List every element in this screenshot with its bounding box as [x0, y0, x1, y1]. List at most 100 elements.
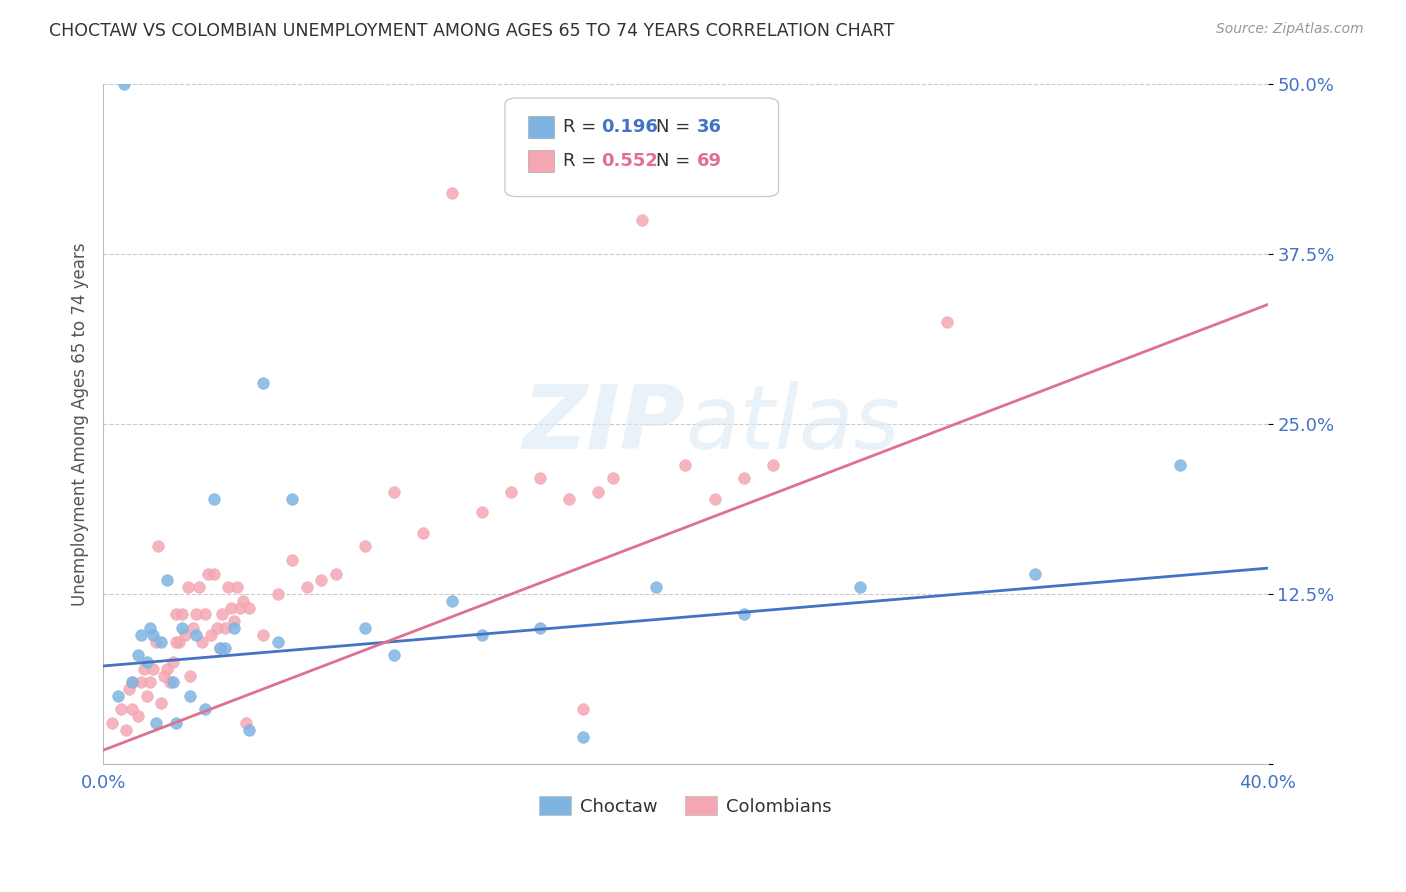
- Point: [101, 716, 124, 731]
- Point: [121, 675, 143, 690]
- Text: CHOCTAW VS COLOMBIAN UNEMPLOYMENT AMONG AGES 65 TO 74 YEARS CORRELATION CHART: CHOCTAW VS COLOMBIAN UNEMPLOYMENT AMONG …: [49, 22, 894, 40]
- Point: [156, 662, 179, 676]
- Point: [202, 566, 225, 581]
- Point: [267, 634, 290, 648]
- Point: [499, 485, 522, 500]
- Point: [412, 525, 434, 540]
- FancyBboxPatch shape: [529, 116, 554, 138]
- Point: [127, 709, 149, 723]
- Point: [112, 78, 135, 92]
- Point: [572, 730, 595, 744]
- Point: [733, 471, 755, 485]
- Text: 0.196: 0.196: [602, 119, 658, 136]
- Point: [118, 682, 141, 697]
- Point: [572, 702, 595, 716]
- Point: [382, 485, 405, 500]
- Point: [186, 607, 208, 622]
- Point: [602, 471, 624, 485]
- Point: [167, 634, 190, 648]
- Point: [132, 662, 155, 676]
- Point: [194, 702, 217, 716]
- Point: [238, 600, 260, 615]
- Text: ZIP: ZIP: [523, 381, 685, 467]
- Point: [1024, 566, 1046, 581]
- Point: [165, 716, 187, 731]
- Point: [529, 621, 551, 635]
- Point: [170, 621, 193, 635]
- Point: [354, 621, 377, 635]
- Point: [232, 594, 254, 608]
- Point: [191, 634, 214, 648]
- Point: [219, 600, 242, 615]
- Point: [121, 675, 143, 690]
- Point: [382, 648, 405, 662]
- Point: [153, 668, 176, 682]
- Point: [138, 675, 160, 690]
- Text: 36: 36: [697, 119, 723, 136]
- Point: [733, 607, 755, 622]
- Point: [762, 458, 785, 472]
- Point: [179, 689, 201, 703]
- Point: [188, 580, 211, 594]
- Point: [238, 723, 260, 737]
- Point: [208, 641, 231, 656]
- Point: [135, 689, 157, 703]
- Point: [630, 213, 652, 227]
- Text: N =: N =: [657, 153, 696, 170]
- Point: [529, 471, 551, 485]
- Point: [936, 315, 959, 329]
- Point: [214, 641, 236, 656]
- Legend: Choctaw, Colombians: Choctaw, Colombians: [531, 789, 839, 822]
- Text: 69: 69: [697, 153, 723, 170]
- Point: [208, 641, 231, 656]
- Point: [229, 600, 252, 615]
- Point: [186, 628, 208, 642]
- Point: [235, 716, 257, 731]
- Point: [176, 580, 198, 594]
- Point: [173, 628, 195, 642]
- Point: [325, 566, 347, 581]
- Point: [471, 628, 494, 642]
- Point: [311, 574, 333, 588]
- Point: [202, 491, 225, 506]
- Point: [148, 540, 170, 554]
- Point: [200, 628, 222, 642]
- FancyBboxPatch shape: [505, 98, 779, 196]
- Point: [252, 376, 274, 391]
- Point: [183, 621, 205, 635]
- Point: [673, 458, 696, 472]
- Point: [281, 553, 304, 567]
- Text: R =: R =: [564, 119, 602, 136]
- Point: [165, 607, 187, 622]
- Point: [142, 662, 165, 676]
- Point: [703, 491, 725, 506]
- Y-axis label: Unemployment Among Ages 65 to 74 years: Unemployment Among Ages 65 to 74 years: [72, 243, 89, 606]
- Point: [226, 580, 249, 594]
- FancyBboxPatch shape: [529, 151, 554, 172]
- Point: [129, 675, 152, 690]
- Point: [1168, 458, 1191, 472]
- Point: [471, 505, 494, 519]
- Point: [162, 655, 184, 669]
- Point: [129, 628, 152, 642]
- Text: atlas: atlas: [685, 381, 900, 467]
- Text: Source: ZipAtlas.com: Source: ZipAtlas.com: [1216, 22, 1364, 37]
- Point: [252, 628, 274, 642]
- Point: [156, 574, 179, 588]
- Point: [205, 621, 228, 635]
- Point: [142, 628, 165, 642]
- Text: 0.552: 0.552: [602, 153, 658, 170]
- Point: [165, 634, 187, 648]
- Point: [194, 607, 217, 622]
- Point: [170, 607, 193, 622]
- Text: N =: N =: [657, 119, 696, 136]
- Text: R =: R =: [564, 153, 602, 170]
- Point: [354, 540, 377, 554]
- Point: [159, 675, 181, 690]
- Point: [197, 566, 219, 581]
- Point: [162, 675, 184, 690]
- Point: [145, 634, 167, 648]
- Point: [150, 696, 173, 710]
- Point: [267, 587, 290, 601]
- Point: [645, 580, 668, 594]
